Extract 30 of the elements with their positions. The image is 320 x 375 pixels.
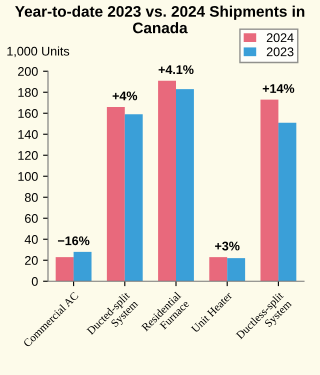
y-tick-label: 0: [32, 277, 38, 286]
y-tick-label: 200: [18, 67, 38, 76]
bar: [124, 114, 143, 282]
bar: [278, 122, 296, 282]
y-tick-label: 40: [24, 235, 38, 244]
y-tick-label: 20: [25, 256, 38, 265]
annotation: +4%: [112, 91, 138, 100]
annotation: −16%: [58, 236, 90, 246]
bar: [74, 252, 92, 282]
y-axis-title: 1,000 Units: [7, 46, 70, 58]
y-tick-label: 100: [18, 172, 38, 181]
annotation: +3%: [215, 242, 240, 250]
legend-label: 2024: [266, 33, 294, 42]
annotation: +4.1%: [158, 65, 194, 74]
bar: [260, 100, 278, 282]
y-tick-label: 60: [25, 214, 38, 223]
bar: [56, 257, 74, 282]
annotation: +14%: [262, 84, 294, 93]
bar: [209, 257, 228, 282]
bar: [227, 258, 246, 282]
y-tick-label: 140: [18, 130, 38, 139]
y-tick-label: 80: [24, 193, 38, 202]
bar: [176, 89, 194, 282]
y-tick-label: 160: [18, 109, 38, 118]
bar: [106, 106, 125, 282]
legend-label: 2023: [266, 47, 294, 56]
chart-title: Year-to-date 2023 vs. 2024 Shipments in Canada: [15, 6, 304, 34]
y-tick-label: 180: [18, 88, 38, 97]
bar: [158, 80, 176, 282]
y-tick-label: 120: [18, 151, 38, 160]
